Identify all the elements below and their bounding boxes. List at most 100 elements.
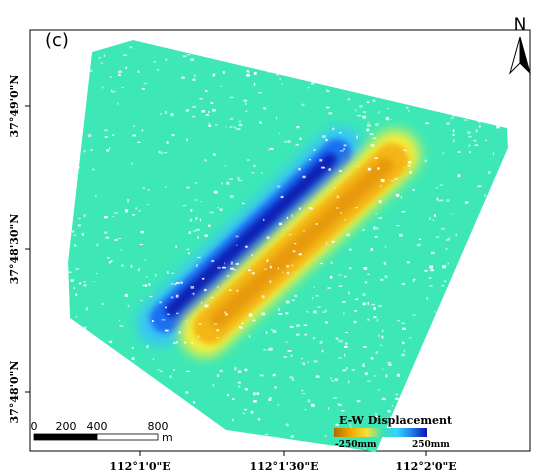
speckle-dot [247, 269, 252, 271]
speckle-dot [458, 364, 462, 367]
speckle-dot [205, 90, 208, 92]
speckle-dot [481, 250, 483, 252]
speckle-dot [145, 284, 147, 287]
speckle-dot [106, 257, 110, 259]
speckle-dot [288, 41, 292, 43]
speckle-dot [356, 400, 361, 403]
speckle-dot [165, 58, 168, 61]
speckle-dot [468, 433, 471, 436]
speckle-dot [132, 404, 135, 407]
speckle-dot [353, 320, 357, 324]
speckle-dot [189, 448, 191, 451]
speckle-dot [212, 109, 216, 112]
speckle-dot [449, 101, 454, 104]
speckle-dot [498, 80, 502, 82]
north-arrow-icon: N [509, 15, 531, 75]
x-tick-label: 112°1'0"E [109, 460, 170, 473]
speckle-dot [110, 260, 113, 262]
speckle-dot [457, 174, 461, 178]
speckle-dot [338, 340, 341, 343]
speckle-dot [292, 378, 294, 381]
speckle-dot [198, 323, 202, 325]
speckle-dot [194, 74, 196, 77]
speckle-dot [204, 234, 208, 237]
speckle-dot [497, 123, 501, 125]
speckle-dot [103, 54, 105, 57]
speckle-dot [363, 447, 366, 449]
speckle-dot [253, 83, 256, 86]
speckle-dot [192, 105, 197, 108]
speckle-dot [83, 281, 86, 283]
speckle-dot [111, 91, 116, 93]
speckle-dot [105, 236, 110, 239]
speckle-dot [71, 230, 75, 233]
west-lobe-core [165, 153, 337, 317]
speckle-dot [481, 118, 486, 120]
speckle-dot [242, 412, 246, 415]
speckle-dot [378, 200, 382, 204]
speckle-dot [383, 262, 386, 265]
speckle-dot [184, 341, 186, 344]
speckle-dot [410, 52, 412, 54]
speckle-dot [299, 253, 302, 256]
speckle-dot [190, 440, 193, 444]
speckle-dot [374, 227, 379, 230]
speckle-dot [473, 78, 476, 82]
speckle-dot [261, 295, 265, 299]
speckle-dot [341, 339, 343, 343]
speckle-dot [190, 209, 193, 212]
speckle-dot [186, 54, 191, 56]
speckle-dot [373, 229, 375, 231]
speckle-dot [408, 161, 412, 164]
speckle-dot [80, 114, 83, 118]
speckle-dot [492, 152, 494, 155]
speckle-dot [457, 373, 462, 375]
speckle-dot [204, 159, 206, 161]
speckle-dot [191, 342, 194, 344]
speckle-dot [144, 259, 146, 261]
speckle-dot [326, 89, 328, 92]
scale-unit: m [162, 431, 173, 444]
speckle-dot [384, 246, 386, 248]
speckle-dot [121, 86, 124, 88]
speckle-dot [220, 442, 225, 446]
speckle-dot [436, 187, 438, 189]
speckle-dot [109, 147, 111, 150]
speckle-dot [77, 134, 80, 138]
speckle-dot [306, 311, 309, 313]
speckle-dot [85, 353, 88, 356]
speckle-dot [370, 357, 374, 360]
speckle-dot [192, 230, 197, 232]
speckle-dot [430, 403, 435, 406]
speckle-dot [478, 125, 481, 128]
speckle-dot [313, 286, 315, 288]
speckle-dot [395, 397, 399, 400]
speckle-dot [321, 349, 324, 353]
speckle-dot [312, 336, 316, 340]
speckle-dot [141, 87, 145, 90]
speckle-dot [313, 149, 316, 151]
speckle-dot [378, 217, 383, 219]
speckle-dot [143, 388, 146, 392]
speckle-dot [170, 296, 174, 299]
speckle-dot [424, 269, 428, 272]
speckle-dot [501, 75, 503, 78]
speckle-dot [400, 196, 403, 199]
scale-bar: 0 200 400 800 m [31, 420, 173, 444]
speckle-dot [446, 122, 450, 125]
speckle-dot [432, 219, 435, 221]
speckle-dot [453, 139, 455, 143]
speckle-dot [339, 132, 342, 134]
speckle-dot [83, 150, 86, 153]
speckle-dot [327, 90, 330, 93]
speckle-dot [61, 296, 63, 299]
north-letter: N [514, 15, 527, 35]
speckle-dot [372, 99, 376, 102]
speckle-dot [474, 359, 477, 361]
map-frame [29, 29, 531, 452]
speckle-dot [122, 445, 125, 448]
speckle-dot [436, 375, 440, 378]
speckle-dot [246, 74, 250, 77]
speckle-dot [403, 349, 406, 352]
speckle-dot [102, 388, 105, 391]
